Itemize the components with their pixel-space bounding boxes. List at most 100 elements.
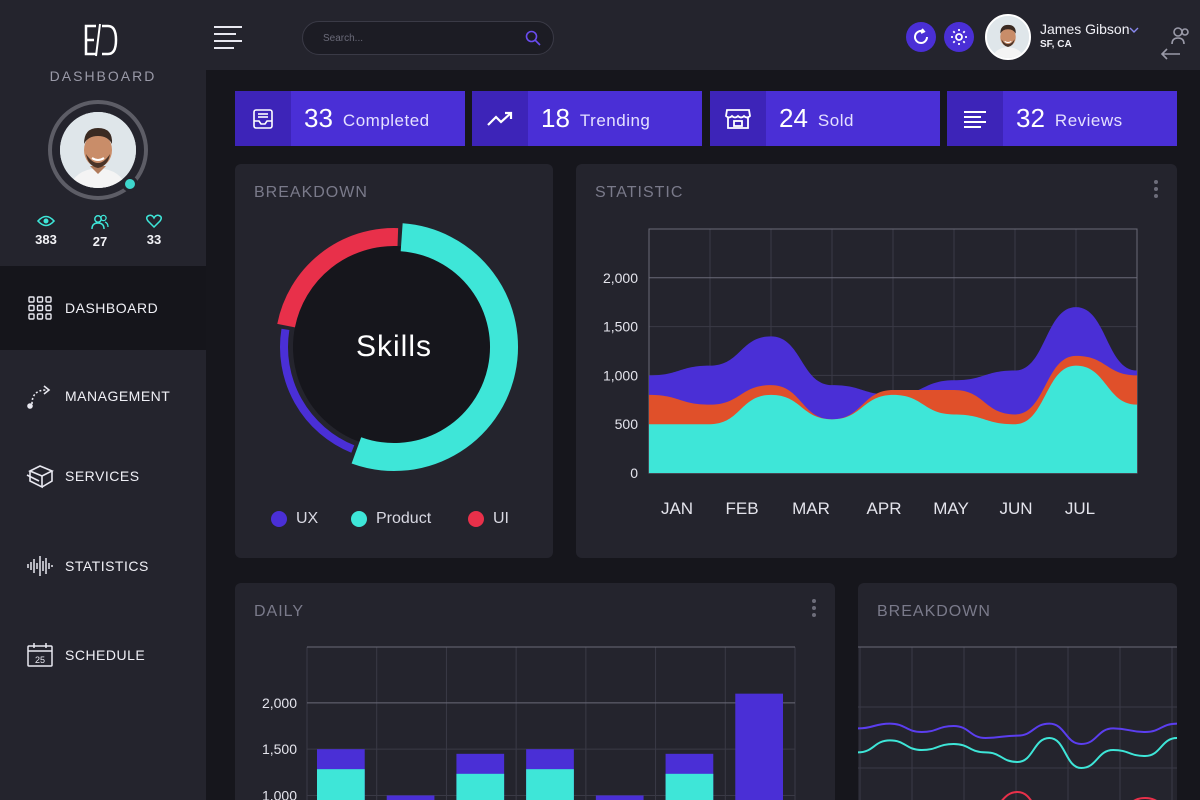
trending-count: 18 xyxy=(541,103,570,133)
top-bar: James Gibson SF, CA xyxy=(206,0,1200,70)
reviews-tile[interactable]: 32 Reviews xyxy=(947,91,1177,146)
followers-stat: 27 xyxy=(74,214,126,249)
y-tick-label: 1,500 xyxy=(603,319,638,335)
bar-series-1 xyxy=(665,773,714,800)
x-tick-label: JAN xyxy=(661,499,693,518)
inbox-icon xyxy=(235,91,291,146)
nav-services-label: SERVICES xyxy=(65,468,140,484)
y-tick-label: 1,500 xyxy=(262,741,297,757)
y-tick-label: 1,000 xyxy=(262,787,297,800)
area-series-2 xyxy=(649,365,1137,473)
sold-count: 24 xyxy=(779,103,808,133)
sold-label: Sold xyxy=(817,111,854,130)
completed-count: 33 xyxy=(304,103,333,133)
nav-statistics-label: STATISTICS xyxy=(65,558,149,574)
y-tick-label: 2,000 xyxy=(603,270,638,286)
route-icon xyxy=(26,382,54,410)
completed-label: Completed xyxy=(342,111,430,130)
statistic-more-button[interactable] xyxy=(1153,180,1159,202)
legend-ux: UX xyxy=(271,510,318,528)
nav-schedule[interactable]: 25 SCHEDULE xyxy=(0,613,206,697)
search-input[interactable] xyxy=(323,32,525,44)
trending-tile[interactable]: 18 Trending xyxy=(472,91,702,146)
chevron-down-icon[interactable] xyxy=(1129,27,1139,33)
reviews-label: Reviews xyxy=(1054,111,1123,130)
line-series-2 xyxy=(1001,790,1157,800)
list-icon xyxy=(947,91,1003,146)
gear-icon xyxy=(951,29,967,45)
bar-series-1 xyxy=(456,773,505,800)
breakdown-title: BREAKDOWN xyxy=(254,184,368,201)
bar-series-0 xyxy=(735,693,783,800)
user-name[interactable]: James Gibson xyxy=(1040,21,1130,37)
y-tick-label: 500 xyxy=(615,416,639,432)
breakdown-lines-card: BREAKDOWN xyxy=(858,583,1177,800)
x-tick-label: MAR xyxy=(792,499,830,518)
views-count: 383 xyxy=(35,232,57,247)
legend-label-ux: UX xyxy=(296,510,319,527)
user-avatar[interactable] xyxy=(985,14,1031,60)
calendar-icon: 25 xyxy=(26,641,54,669)
statistic-area-chart: 0 500 1,000 1,500 2,000 JAN FEB MAR APR MAY JUN JUL xyxy=(603,228,1138,518)
nav-statistics[interactable]: STATISTICS xyxy=(0,524,206,608)
statistic-title: STATISTIC xyxy=(595,184,684,201)
nav-dashboard[interactable]: DASHBOARD xyxy=(0,266,206,350)
box-icon xyxy=(26,462,54,490)
nav-dashboard-label: DASHBOARD xyxy=(65,300,159,316)
donut-center xyxy=(293,246,495,448)
profile-avatar[interactable] xyxy=(48,100,148,200)
calendar-day: 25 xyxy=(35,655,45,665)
x-tick-label: JUN xyxy=(999,499,1032,518)
daily-more-button[interactable] xyxy=(811,599,817,621)
x-tick-label: MAY xyxy=(933,499,969,518)
eye-icon xyxy=(37,215,55,227)
avatar-image xyxy=(60,112,136,188)
sold-tile[interactable]: 24 Sold xyxy=(710,91,940,146)
bar-series-0 xyxy=(386,795,435,800)
bar-series-0 xyxy=(595,795,644,800)
followers-count: 27 xyxy=(92,234,108,249)
donut-segment-product[interactable] xyxy=(351,223,518,471)
bar-series-1 xyxy=(526,769,574,800)
settings-button[interactable] xyxy=(944,22,974,52)
search-box xyxy=(302,21,554,55)
x-tick-label: APR xyxy=(867,499,902,518)
likes-stat: 33 xyxy=(128,214,180,249)
search-icon[interactable] xyxy=(525,30,541,46)
legend-label-ui: UI xyxy=(493,510,509,527)
menu-toggle-button[interactable] xyxy=(214,26,242,49)
nav-management[interactable]: MANAGEMENT xyxy=(0,354,206,438)
line-series-1 xyxy=(858,736,1177,770)
breakdown-lines-title: BREAKDOWN xyxy=(877,603,991,620)
donut-segment-ux[interactable] xyxy=(280,328,355,453)
likes-count: 33 xyxy=(146,232,162,247)
nav-services[interactable]: SERVICES xyxy=(0,434,206,518)
store-icon xyxy=(710,91,766,146)
donut-segment-ui[interactable] xyxy=(277,228,399,328)
x-tick-label: JUL xyxy=(1065,499,1095,518)
daily-bar-chart: 1,000 1,500 2,000 xyxy=(262,646,796,800)
legend-product: Product xyxy=(351,510,431,528)
y-tick-label: 1,000 xyxy=(603,367,638,383)
y-tick-label: 2,000 xyxy=(262,695,297,711)
nav-management-label: MANAGEMENT xyxy=(65,388,171,404)
trending-label: Trending xyxy=(579,111,651,130)
daily-title: DAILY xyxy=(254,603,305,620)
line-series-0 xyxy=(858,722,1177,746)
brand-name: DASHBOARD xyxy=(49,68,157,84)
online-status-dot xyxy=(122,176,138,192)
switch-user-icon[interactable] xyxy=(1156,24,1192,60)
x-tick-label: FEB xyxy=(725,499,758,518)
y-tick-label: 0 xyxy=(630,465,638,481)
brand-logo xyxy=(84,23,118,57)
views-stat: 383 xyxy=(20,214,72,249)
skills-donut-chart xyxy=(277,223,518,471)
heart-icon xyxy=(146,214,162,228)
breakdown-card: BREAKDOWN Skills UX Product UI xyxy=(235,164,553,558)
refresh-button[interactable] xyxy=(906,22,936,52)
user-location: SF, CA xyxy=(1040,39,1072,50)
completed-tile[interactable]: 33 Completed xyxy=(235,91,465,146)
breakdown-grid xyxy=(858,646,1177,800)
reviews-count: 32 xyxy=(1016,103,1045,133)
donut-center-label: Skills xyxy=(355,330,432,363)
